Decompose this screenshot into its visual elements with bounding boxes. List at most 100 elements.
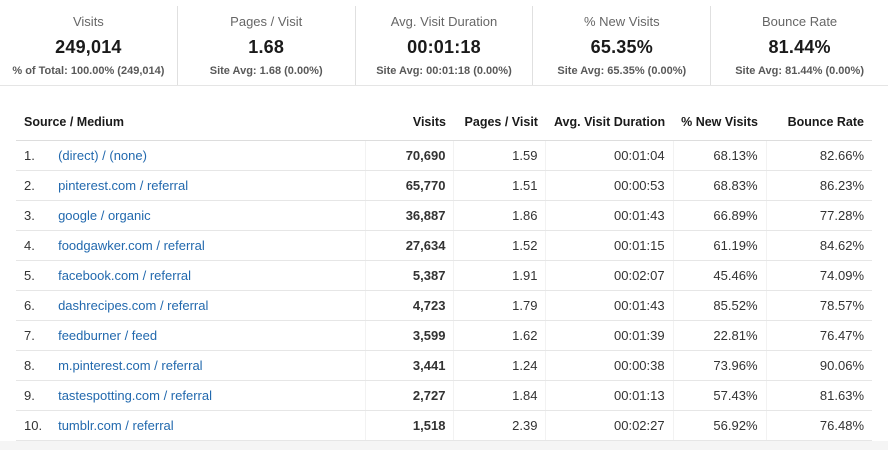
visits-cell: 65,770 <box>365 170 454 201</box>
table-body: 1. (direct) / (none) 70,690 1.59 00:01:04 68.… <box>16 140 872 441</box>
row-rank: 6. <box>16 290 51 321</box>
scorecard-pct-new-visits: % New Visits 65.35% Site Avg: 65.35% (0.… <box>532 6 710 85</box>
avg-visit-duration-cell: 00:01:13 <box>545 380 674 411</box>
avg-visit-duration-cell: 00:01:43 <box>545 290 674 321</box>
avg-visit-duration-cell: 00:01:15 <box>545 230 674 261</box>
pages-per-visit-cell: 1.79 <box>453 290 546 321</box>
source-medium-link[interactable]: (direct) / (none) <box>58 148 147 163</box>
scorecard-pages-per-visit: Pages / Visit 1.68 Site Avg: 1.68 (0.00%… <box>176 6 355 85</box>
pages-per-visit-cell: 1.51 <box>453 170 546 201</box>
pct-new-visits-cell: 61.19% <box>672 230 766 261</box>
row-rank: 5. <box>16 260 51 291</box>
row-rank: 2. <box>16 170 51 201</box>
scorecard-bounce-rate: Bounce Rate 81.44% Site Avg: 81.44% (0.0… <box>710 6 888 85</box>
table-row: 9. tastespotting.com / referral 2,727 1.84 0… <box>16 380 872 411</box>
pages-per-visit-cell: 1.84 <box>453 380 546 411</box>
pct-new-visits-cell: 68.13% <box>672 140 766 171</box>
avg-visit-duration-cell: 00:01:39 <box>545 320 674 351</box>
scorecard-title: Avg. Visit Duration <box>390 14 498 29</box>
row-source-cell: foodgawker.com / referral <box>50 230 366 261</box>
column-header-avg-visit-duration[interactable]: Avg. Visit Duration <box>545 103 674 141</box>
source-medium-link[interactable]: dashrecipes.com / referral <box>58 298 209 313</box>
pct-new-visits-cell: 22.81% <box>672 320 766 351</box>
table-row: 5. facebook.com / referral 5,387 1.91 00:02:… <box>16 260 872 291</box>
metric-scorecards: Visits 249,014 % of Total: 100.00% (249,… <box>0 0 888 86</box>
bounce-rate-cell: 86.23% <box>765 170 872 201</box>
bounce-rate-cell: 81.63% <box>765 380 872 411</box>
column-header-pages-per-visit[interactable]: Pages / Visit <box>453 103 546 141</box>
scorecard-title: Visits <box>72 14 104 29</box>
pages-per-visit-cell: 2.39 <box>453 410 546 441</box>
source-medium-link[interactable]: facebook.com / referral <box>58 268 192 283</box>
column-header-visits[interactable]: Visits <box>365 103 454 141</box>
visits-cell: 5,387 <box>365 260 454 291</box>
pages-per-visit-cell: 1.91 <box>453 260 546 291</box>
row-source-cell: m.pinterest.com / referral <box>50 350 366 381</box>
visits-cell: 4,723 <box>365 290 454 321</box>
row-rank: 10. <box>16 410 51 441</box>
source-medium-link[interactable]: tastespotting.com / referral <box>58 388 212 403</box>
row-rank: 7. <box>16 320 51 351</box>
column-header-source-medium[interactable]: Source / Medium <box>16 103 366 141</box>
row-rank: 8. <box>16 350 51 381</box>
scorecard-value: 81.44% <box>768 37 831 57</box>
pages-per-visit-cell: 1.59 <box>453 140 546 171</box>
row-source-cell: facebook.com / referral <box>50 260 366 291</box>
source-medium-link[interactable]: feedburner / feed <box>58 328 158 343</box>
bounce-rate-cell: 90.06% <box>765 350 872 381</box>
table-row: 4. foodgawker.com / referral 27,634 1.52 00:… <box>16 230 872 261</box>
visits-cell: 27,634 <box>365 230 454 261</box>
table-footer-strip <box>0 441 888 450</box>
bounce-rate-cell: 77.28% <box>765 200 872 231</box>
scorecard-subtitle: Site Avg: 1.68 (0.00%) <box>209 65 323 77</box>
pct-new-visits-cell: 85.52% <box>672 290 766 321</box>
table-row: 10. tumblr.com / referral 1,518 2.39 00:02:2… <box>16 410 872 441</box>
pct-new-visits-cell: 57.43% <box>672 380 766 411</box>
source-medium-link[interactable]: google / organic <box>58 208 151 223</box>
scorecard-subtitle: Site Avg: 81.44% (0.00%) <box>735 65 864 77</box>
row-source-cell: (direct) / (none) <box>50 140 366 171</box>
source-medium-table: Source / Medium Visits Pages / Visit Avg… <box>16 103 872 441</box>
scorecard-title: Bounce Rate <box>762 14 838 29</box>
table-row: 7. feedburner / feed 3,599 1.62 00:01:39 22.8… <box>16 320 872 351</box>
source-medium-link[interactable]: tumblr.com / referral <box>58 418 174 433</box>
bounce-rate-cell: 76.48% <box>765 410 872 441</box>
pct-new-visits-cell: 56.92% <box>672 410 766 441</box>
source-medium-link[interactable]: foodgawker.com / referral <box>58 238 205 253</box>
avg-visit-duration-cell: 00:00:38 <box>545 350 674 381</box>
column-header-pct-new-visits[interactable]: % New Visits <box>673 103 766 141</box>
bounce-rate-cell: 78.57% <box>765 290 872 321</box>
pages-per-visit-cell: 1.52 <box>453 230 546 261</box>
visits-cell: 3,599 <box>365 320 454 351</box>
source-medium-link[interactable]: m.pinterest.com / referral <box>58 358 203 373</box>
source-medium-table-wrap: Source / Medium Visits Pages / Visit Avg… <box>0 86 888 441</box>
row-rank: 9. <box>16 380 51 411</box>
table-row: 3. google / organic 36,887 1.86 00:01:43 66.8… <box>16 200 872 231</box>
bounce-rate-cell: 84.62% <box>765 230 872 261</box>
row-source-cell: tastespotting.com / referral <box>50 380 366 411</box>
visits-cell: 70,690 <box>365 140 454 171</box>
scorecard-subtitle: Site Avg: 65.35% (0.00%) <box>557 65 687 77</box>
avg-visit-duration-cell: 00:01:04 <box>545 140 674 171</box>
visits-cell: 2,727 <box>365 380 454 411</box>
scorecard-title: % New Visits <box>583 14 660 29</box>
pct-new-visits-cell: 73.96% <box>672 350 766 381</box>
row-source-cell: pinterest.com / referral <box>50 170 366 201</box>
scorecard-avg-visit-duration: Avg. Visit Duration 00:01:18 Site Avg: 0… <box>354 6 533 85</box>
scorecard-subtitle: % of Total: 100.00% (249,014) <box>12 65 165 77</box>
pct-new-visits-cell: 66.89% <box>672 200 766 231</box>
visits-cell: 1,518 <box>365 410 454 441</box>
scorecard-value: 65.35% <box>590 37 653 57</box>
avg-visit-duration-cell: 00:01:43 <box>545 200 674 231</box>
scorecard-value: 00:01:18 <box>407 37 481 57</box>
source-medium-link[interactable]: pinterest.com / referral <box>58 178 189 193</box>
pages-per-visit-cell: 1.86 <box>453 200 546 231</box>
visits-cell: 3,441 <box>365 350 454 381</box>
row-rank: 4. <box>16 230 51 261</box>
scorecard-subtitle: Site Avg: 00:01:18 (0.00%) <box>376 65 512 77</box>
row-rank: 3. <box>16 200 51 231</box>
column-header-bounce-rate[interactable]: Bounce Rate <box>766 103 872 141</box>
scorecard-value: 249,014 <box>55 37 122 57</box>
avg-visit-duration-cell: 00:02:27 <box>545 410 674 441</box>
pct-new-visits-cell: 68.83% <box>672 170 766 201</box>
